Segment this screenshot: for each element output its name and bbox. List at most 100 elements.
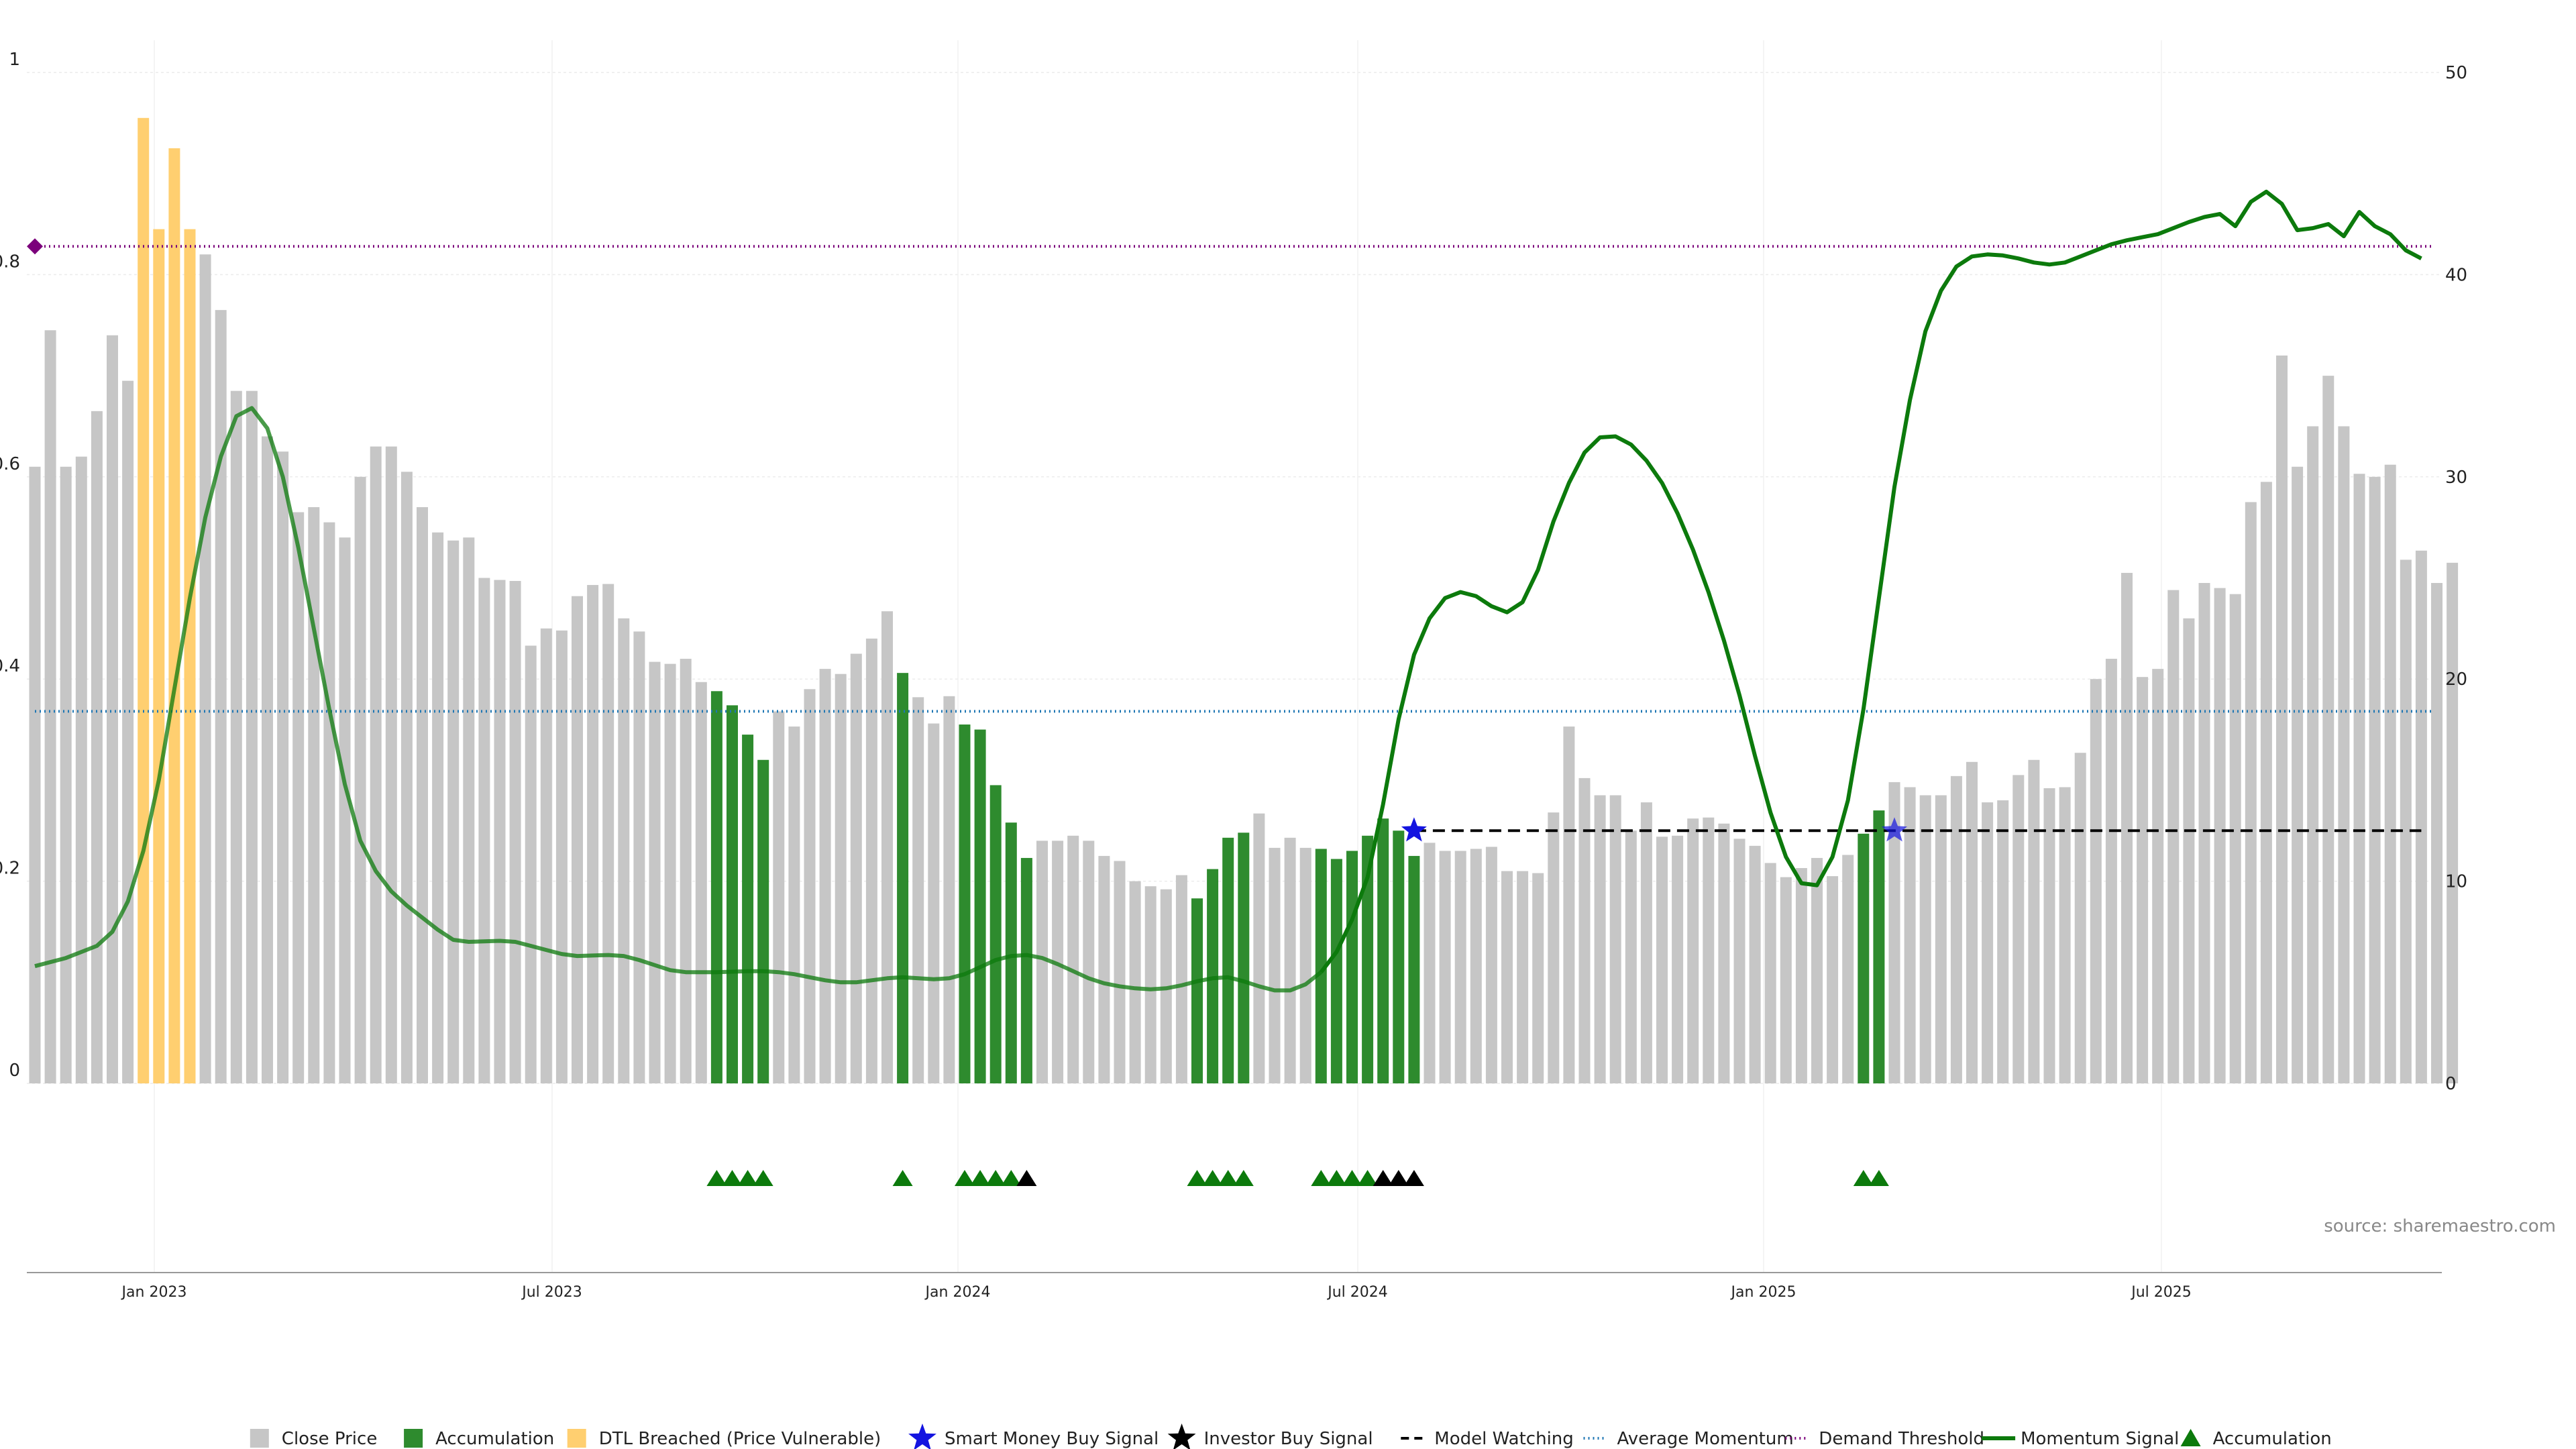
accumulation-marker — [1016, 1170, 1037, 1186]
price-bar — [2105, 659, 2117, 1083]
price-bar — [1609, 795, 1621, 1083]
legend-star-icon — [1167, 1424, 1196, 1449]
price-bar — [1548, 812, 1560, 1083]
price-bar — [1517, 871, 1529, 1083]
price-bar — [1997, 800, 2009, 1083]
price-bar — [2322, 376, 2334, 1083]
price-bar — [1764, 863, 1776, 1083]
price-bar — [2137, 677, 2149, 1083]
price-bar — [2043, 788, 2055, 1083]
price-bar — [788, 727, 800, 1083]
legend-label: DTL Breached (Price Vulnerable) — [599, 1429, 881, 1449]
price-bar — [1470, 849, 1482, 1083]
price-bar — [2276, 355, 2288, 1084]
price-bar — [1144, 886, 1157, 1083]
price-bar — [417, 507, 428, 1083]
price-bar — [2245, 502, 2257, 1083]
signal-markers — [1401, 817, 1907, 842]
price-bar — [727, 705, 738, 1083]
price-bar — [943, 696, 955, 1083]
legend-label: Investor Buy Signal — [1204, 1429, 1373, 1449]
price-bar — [1672, 835, 1684, 1083]
price-bar — [1253, 813, 1265, 1083]
price-bar — [1594, 795, 1606, 1083]
accumulation-marker — [955, 1170, 975, 1186]
legend-item: DTL Breached (Price Vulnerable) — [567, 1429, 881, 1449]
source-label: source: sharemaestro.com — [2324, 1216, 2556, 1236]
price-bar — [354, 476, 366, 1083]
accumulation-marker — [1233, 1170, 1254, 1186]
price-bar — [835, 674, 847, 1083]
price-bar — [1827, 876, 1839, 1083]
price-bar — [1362, 835, 1374, 1083]
price-bar — [1330, 859, 1342, 1083]
price-bar — [773, 711, 785, 1083]
x-tick-label: Jan 2025 — [1730, 1284, 1796, 1301]
price-bar — [680, 659, 692, 1083]
price-bar — [2121, 572, 2133, 1083]
price-bar — [323, 522, 335, 1083]
legend-item: Average Momentum — [1583, 1429, 1794, 1449]
accumulation-marker — [1202, 1170, 1223, 1186]
price-bar — [1393, 830, 1405, 1083]
accumulation-marker — [985, 1170, 1006, 1186]
price-bar — [572, 596, 583, 1083]
right-tick-label: 50 — [2445, 63, 2467, 83]
price-bar — [664, 663, 676, 1083]
price-bar — [618, 618, 630, 1083]
price-bar — [2229, 594, 2241, 1083]
x-tick-label: Jan 2024 — [924, 1284, 991, 1301]
price-bar — [230, 390, 242, 1083]
demand-threshold-marker — [27, 238, 43, 255]
price-bar — [757, 759, 769, 1083]
right-tick-label: 40 — [2445, 265, 2467, 285]
price-bar — [649, 661, 661, 1083]
smart-money-signal — [1401, 817, 1427, 842]
price-bar — [1036, 841, 1048, 1083]
price-bar — [1175, 875, 1187, 1083]
price-bar — [1485, 847, 1497, 1083]
price-bar — [1377, 818, 1389, 1083]
price-bar — [2012, 775, 2025, 1083]
legend-item: Close Price — [250, 1429, 377, 1449]
accumulation-marker — [1388, 1170, 1409, 1186]
price-bar — [1098, 855, 1110, 1083]
legend-label: Demand Threshold — [1819, 1429, 1984, 1449]
price-bar — [1811, 857, 1823, 1083]
accumulation-marker — [1357, 1170, 1378, 1186]
price-bar — [2028, 759, 2040, 1083]
left-tick-label: 0.8 — [0, 252, 20, 272]
smart-money-signal — [1882, 817, 1907, 842]
legend-star-icon — [908, 1424, 936, 1449]
legend-label: Average Momentum — [1617, 1429, 1794, 1449]
momentum-signal-line-early — [34, 406, 1323, 993]
accumulation-marker — [1853, 1170, 1874, 1186]
price-bar — [525, 645, 537, 1083]
price-bar — [710, 691, 722, 1083]
price-bar — [60, 466, 72, 1083]
price-bar — [804, 689, 816, 1083]
price-bar — [819, 669, 831, 1083]
legend-item: Smart Money Buy Signal — [908, 1424, 1159, 1449]
price-bar — [1005, 822, 1017, 1083]
price-bar — [2431, 583, 2443, 1083]
price-bar — [1269, 847, 1281, 1083]
price-bar — [897, 673, 909, 1083]
reference-lines — [27, 238, 2434, 833]
price-bar — [215, 310, 227, 1083]
x-tick-label: Jul 2024 — [1326, 1284, 1388, 1301]
price-bar — [1083, 841, 1095, 1083]
price-bar — [277, 451, 289, 1083]
price-bar — [400, 472, 413, 1083]
price-bar — [1454, 851, 1466, 1083]
price-bar — [2183, 618, 2195, 1083]
legend-item: Accumulation — [404, 1429, 554, 1449]
price-bar — [2307, 426, 2319, 1083]
price-bar — [865, 638, 877, 1083]
price-bar — [107, 335, 118, 1083]
price-bar — [1950, 775, 1962, 1083]
legend-item: Accumulation — [2180, 1429, 2332, 1449]
price-bar — [1640, 802, 1652, 1083]
price-bar — [509, 581, 521, 1083]
